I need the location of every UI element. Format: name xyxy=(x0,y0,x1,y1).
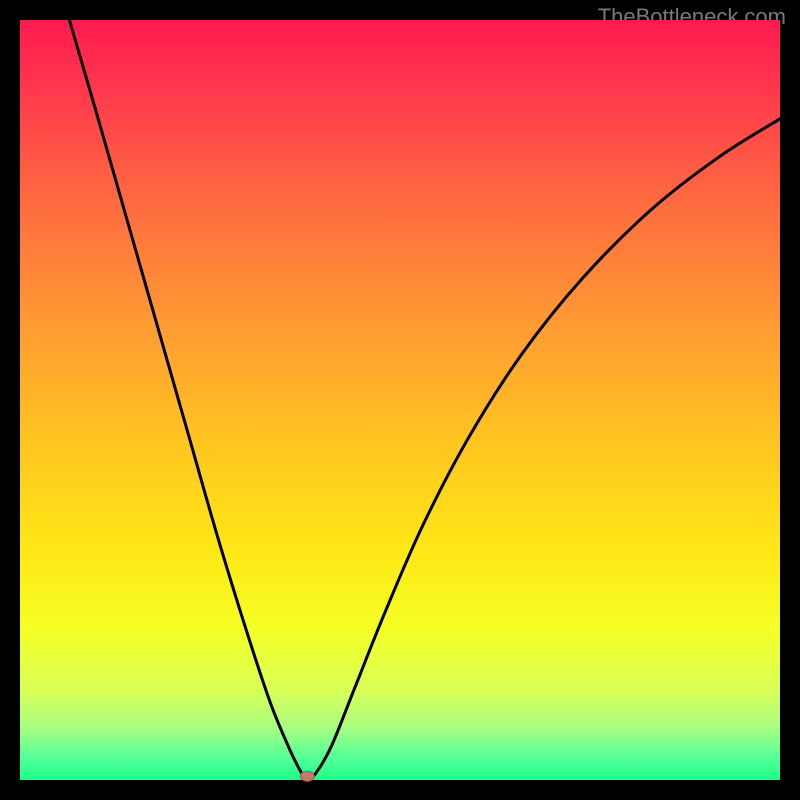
chart-svg xyxy=(20,20,780,780)
plot-area xyxy=(20,20,780,780)
chart-container: TheBottleneck.com xyxy=(0,0,800,800)
minimum-marker xyxy=(300,771,314,781)
gradient-background xyxy=(20,20,780,780)
